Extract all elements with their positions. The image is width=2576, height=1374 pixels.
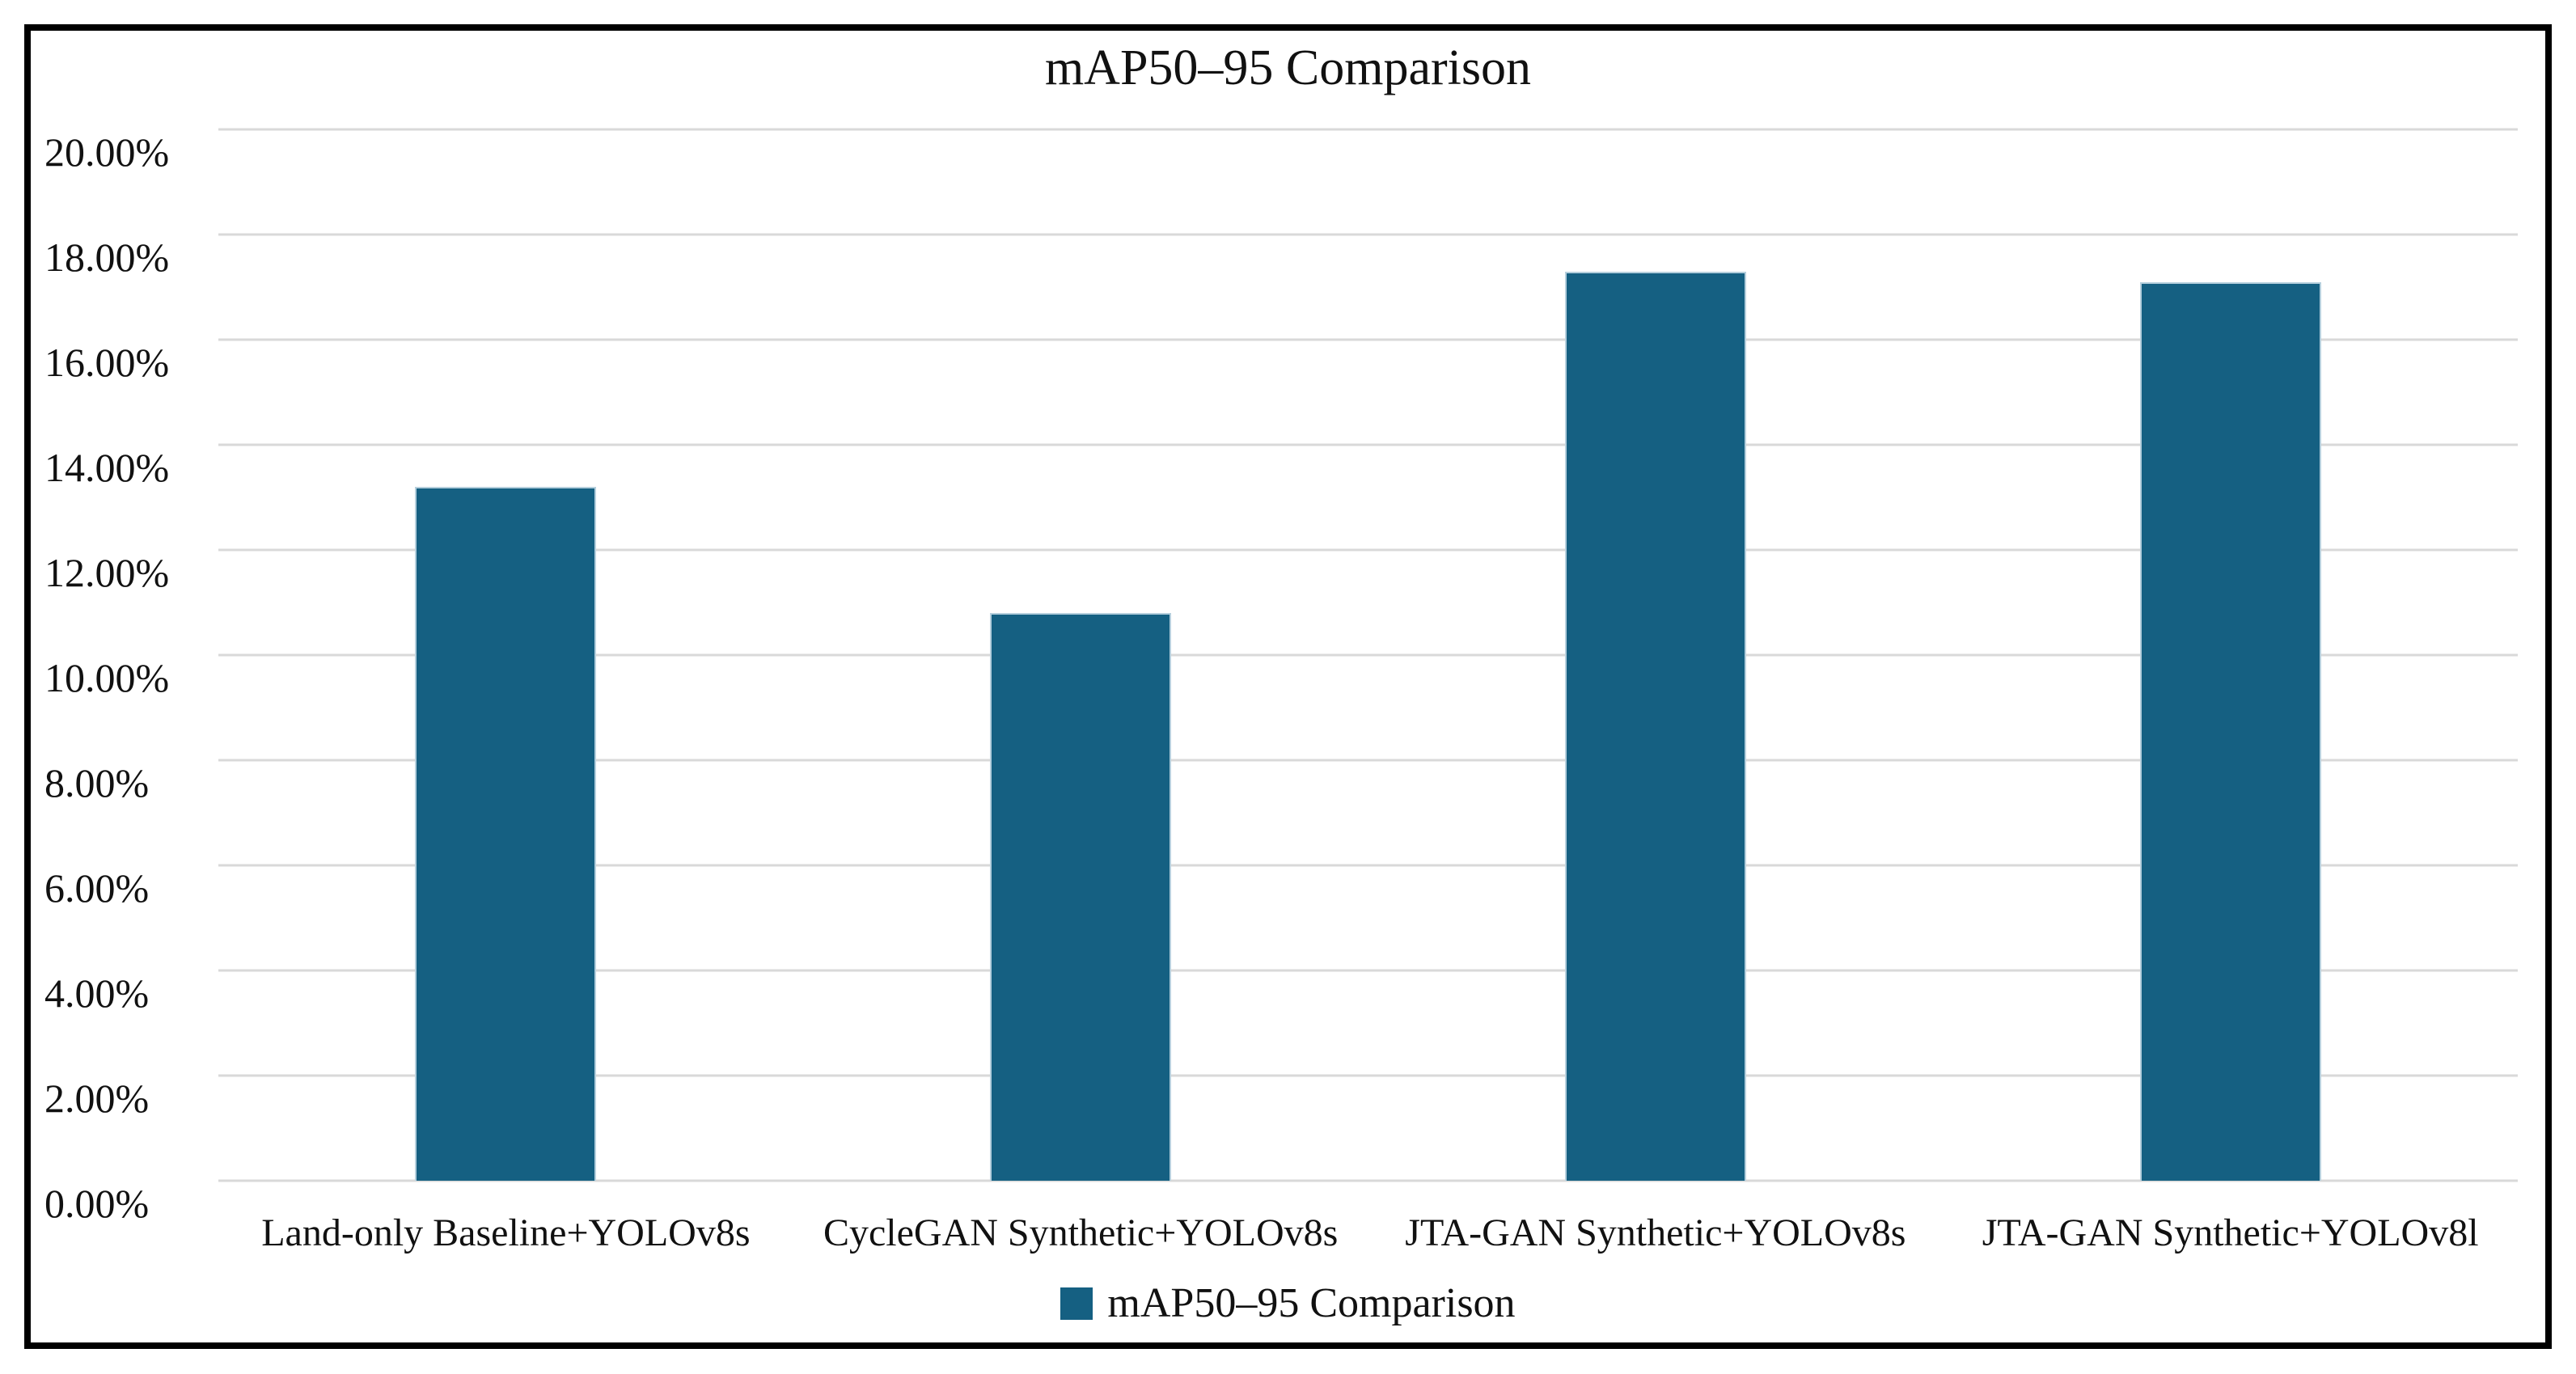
gridline [218, 759, 2518, 762]
bar-3 [1564, 271, 1746, 1181]
plot-area [218, 128, 2518, 1182]
bar-4 [2139, 281, 2321, 1181]
legend: mAP50–95 Comparison [31, 1275, 2545, 1333]
y-axis-tick-label: 8.00% [44, 760, 150, 805]
y-axis-tick-label: 6.00% [44, 865, 150, 911]
gridline [218, 233, 2518, 236]
y-axis-tick-label: 18.00% [44, 235, 170, 280]
gridline [218, 443, 2518, 446]
bar-1 [415, 487, 597, 1181]
bar-slot [1943, 129, 2518, 1181]
gridline [218, 864, 2518, 867]
x-axis-category-label: JTA-GAN Synthetic+YOLOv8s [1405, 1211, 1906, 1254]
chart-title: mAP50–95 Comparison [1044, 40, 1532, 95]
gridline [218, 653, 2518, 657]
gridline [218, 338, 2518, 341]
bar-slot [793, 129, 1368, 1181]
chart-frame: mAP50–95 Comparison 0.00% 2.00% 4.00% 6.00%… [24, 24, 2552, 1349]
gridline [218, 1179, 2518, 1182]
bars-row [218, 129, 2518, 1181]
y-axis-tick-label: 4.00% [44, 970, 150, 1016]
y-axis-tick-label: 16.00% [44, 340, 170, 385]
bar-slot [218, 129, 793, 1181]
y-axis-tick-label: 0.00% [44, 1181, 150, 1226]
gridline [218, 1074, 2518, 1077]
gridline [218, 548, 2518, 552]
y-axis-tick-label: 14.00% [44, 445, 170, 490]
gridline [218, 128, 2518, 131]
gridline [218, 969, 2518, 972]
y-axis-labels: 0.00% 2.00% 4.00% 6.00% 8.00% 10.00% 12.00% 14.… [44, 129, 214, 1226]
x-axis-labels: Land-only Baseline+YOLOv8s CycleGAN Synth… [218, 1205, 2518, 1262]
x-axis-category-label: Land-only Baseline+YOLOv8s [261, 1211, 751, 1254]
y-axis-tick-label: 12.00% [44, 550, 170, 595]
legend-label: mAP50–95 Comparison [1107, 1280, 1516, 1326]
bar-slot [1368, 129, 1944, 1181]
bar-2 [990, 613, 1172, 1181]
legend-swatch-icon [1060, 1287, 1093, 1320]
y-axis-tick-label: 2.00% [44, 1076, 150, 1121]
x-axis-category-label: JTA-GAN Synthetic+YOLOv8l [1982, 1211, 2479, 1254]
y-axis-tick-label: 20.00% [44, 129, 170, 175]
y-axis-tick-label: 10.00% [44, 655, 170, 700]
x-axis-category-label: CycleGAN Synthetic+YOLOv8s [823, 1211, 1339, 1254]
